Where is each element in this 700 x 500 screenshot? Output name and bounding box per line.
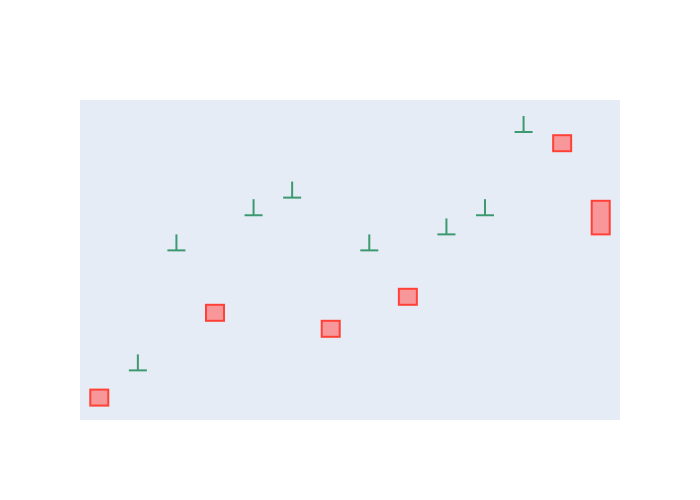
candle-body [590, 199, 611, 236]
candle-body [552, 134, 573, 153]
candle-4[interactable] [205, 303, 225, 322]
candles-layer [89, 116, 611, 407]
candle-1[interactable] [89, 388, 110, 407]
candle-body [205, 303, 225, 322]
candle-2[interactable] [128, 354, 147, 372]
candle-body [397, 287, 418, 306]
candle-body [320, 319, 341, 338]
candle-3[interactable] [167, 234, 186, 252]
candle-6[interactable] [283, 181, 302, 199]
plot-area [80, 100, 620, 420]
candle-5[interactable] [244, 199, 263, 217]
candle-body [89, 388, 110, 407]
candle-9[interactable] [397, 287, 418, 306]
candle-11[interactable] [476, 199, 494, 217]
candle-13[interactable] [552, 134, 573, 153]
candle-14[interactable] [590, 199, 611, 236]
candle-7[interactable] [320, 319, 341, 338]
candle-12[interactable] [514, 116, 533, 133]
candle-8[interactable] [360, 234, 379, 252]
candle-10[interactable] [437, 218, 456, 236]
